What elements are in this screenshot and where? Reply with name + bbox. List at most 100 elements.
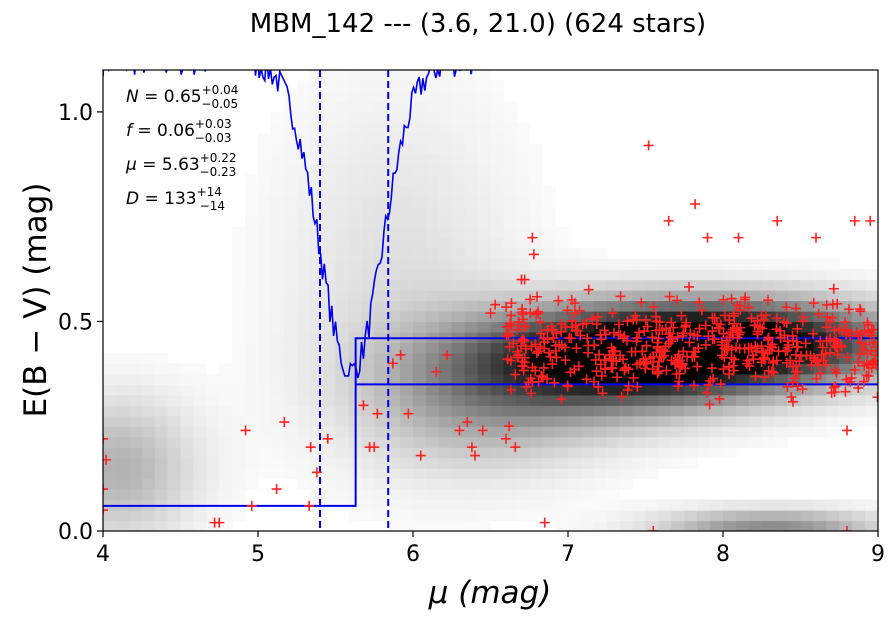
heatmap-cell (361, 216, 375, 228)
heatmap-cell (438, 122, 453, 134)
star-marker (694, 323, 705, 334)
heatmap-cell (374, 457, 388, 469)
heatmap-cell (387, 70, 401, 82)
heatmap-cell (283, 227, 298, 239)
star-marker (694, 297, 705, 308)
heatmap-cell (852, 342, 866, 354)
heatmap-cell (774, 269, 789, 281)
heatmap-cell (296, 279, 311, 291)
heatmap-cell (400, 132, 414, 144)
heatmap-cell (115, 447, 130, 459)
heatmap-cell (270, 279, 285, 291)
heatmap-cell (787, 415, 802, 427)
heatmap-cell (115, 489, 130, 501)
star-marker (240, 425, 251, 436)
heatmap-cell (451, 248, 466, 260)
star-marker (719, 343, 730, 354)
heatmap-cell (542, 394, 556, 406)
heatmap-cell (361, 384, 375, 396)
heatmap-cell (270, 269, 285, 281)
heatmap-cell (464, 143, 479, 155)
heatmap-cell (128, 457, 143, 469)
heatmap-cell (813, 321, 827, 333)
heatmap-cell (361, 279, 375, 291)
heatmap-cell (593, 520, 608, 531)
heatmap-cell (425, 447, 440, 459)
heatmap-cell (180, 478, 195, 490)
heatmap-cell (322, 90, 337, 103)
heatmap-cell (477, 373, 492, 385)
heatmap-cell (270, 290, 285, 302)
heatmap-cell (283, 90, 298, 103)
heatmap-cell (361, 101, 375, 113)
star-marker (505, 384, 516, 395)
heatmap-cell (154, 510, 169, 522)
heatmap-cell (180, 415, 195, 427)
heatmap-cell (335, 342, 350, 354)
heatmap-cell (348, 510, 362, 522)
heatmap-cell (258, 447, 272, 459)
heatmap-cell (283, 310, 298, 323)
heatmap-cell (580, 290, 595, 302)
heatmap-cell (438, 510, 453, 522)
heatmap-cell (374, 290, 388, 302)
heatmap-cell (258, 394, 272, 406)
star-marker (668, 322, 679, 333)
heatmap-cell (632, 279, 647, 291)
heatmap-cell (684, 499, 698, 511)
heatmap-cell (697, 405, 711, 417)
star-marker (599, 325, 610, 336)
y-tick-label: 1.0 (58, 101, 93, 126)
heatmap-cell (813, 279, 827, 291)
heatmap-cell (464, 489, 479, 501)
heatmap-cell (516, 248, 530, 260)
heatmap-cell (568, 415, 582, 427)
heatmap-cell (516, 258, 530, 270)
heatmap-cell (374, 352, 388, 364)
star-marker (592, 311, 603, 322)
heatmap-cell (632, 290, 647, 302)
heatmap-cell (387, 405, 401, 417)
heatmap-cell (852, 520, 866, 531)
heatmap-cell (645, 447, 660, 459)
heatmap-cell (503, 269, 517, 281)
heatmap-cell (761, 373, 776, 385)
heatmap-cell (684, 394, 698, 406)
heatmap-cell (245, 248, 259, 260)
heatmap-cell (128, 468, 143, 480)
star-marker (596, 334, 607, 345)
heatmap-cell (568, 384, 582, 396)
star-marker (801, 350, 812, 361)
heatmap-cell (413, 206, 427, 218)
heatmap-cell (400, 447, 414, 459)
heatmap-cell (413, 290, 427, 302)
star-marker (851, 327, 862, 338)
heatmap-cell (503, 279, 517, 291)
star-marker (752, 315, 763, 326)
heatmap-cell (710, 415, 724, 427)
heatmap-cell (387, 321, 401, 333)
heatmap-cell (800, 499, 815, 511)
heatmap-cell (387, 258, 401, 270)
heatmap-cell (593, 342, 608, 354)
heatmap-cell (374, 237, 388, 249)
heatmap-cell (206, 447, 220, 459)
heatmap-cell (451, 227, 466, 239)
heatmap-cell (258, 195, 272, 207)
heatmap-cell (283, 394, 298, 406)
heatmap-cell (593, 478, 608, 490)
heatmap-cell (503, 447, 517, 459)
heatmap-cell (335, 447, 350, 459)
heatmap-cell (387, 499, 401, 511)
heatmap-cell (645, 457, 660, 469)
star-marker (775, 325, 786, 336)
heatmap-cell (128, 394, 143, 406)
heatmap-cell (748, 279, 763, 291)
heatmap-cell (516, 279, 530, 291)
heatmap-cell (606, 489, 621, 501)
heatmap-cell (606, 468, 621, 480)
star-marker (454, 425, 465, 436)
heatmap-cell (309, 195, 324, 207)
star-marker (677, 359, 688, 370)
